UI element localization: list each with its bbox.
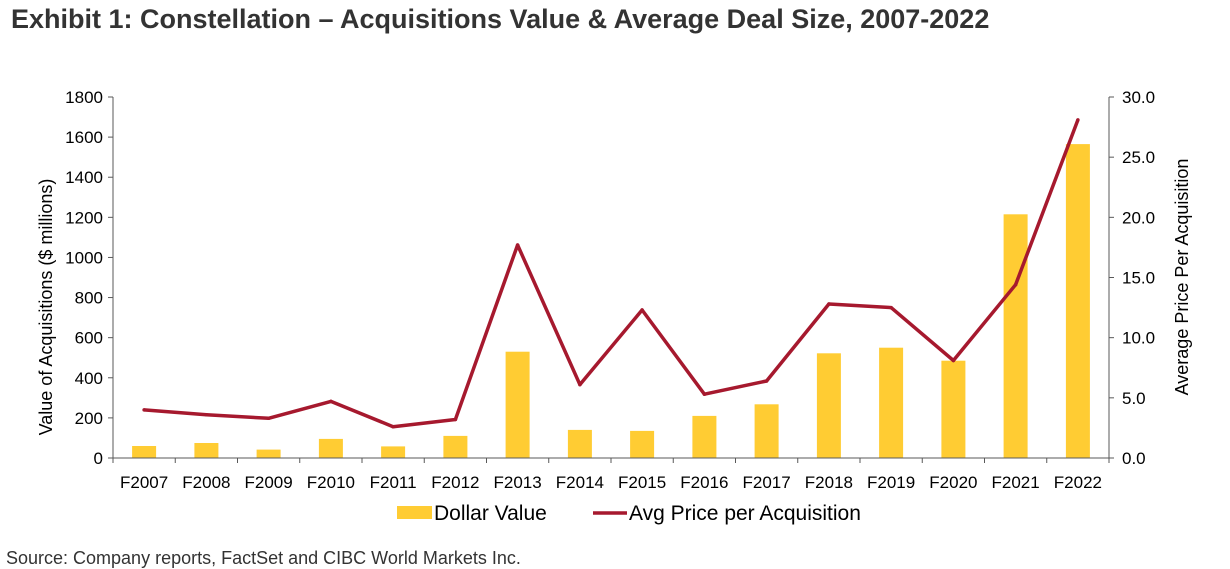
bars-layer [132,144,1090,458]
y-left-tick-label: 400 [75,369,103,388]
line-point-f2019 [889,305,893,310]
bar-f2017 [754,404,779,458]
bar-f2015 [630,430,655,458]
y-left-tick-label: 1200 [65,208,103,227]
y-right-tick-label: 5.0 [1122,389,1146,408]
x-tick-label: F2010 [307,473,355,492]
x-tick-label: F2021 [991,473,1039,492]
chart-title: Exhibit 1: Constellation – Acquisitions … [11,4,990,34]
y-left-tick-label: 1800 [65,88,103,107]
source-note: Source: Company reports, FactSet and CIB… [6,548,521,568]
x-tick-label: F2019 [867,473,915,492]
axes-layer: 0 200 400 600 800 1000 1200 1400 1600 1800 0.0 5.0 1… [65,88,1155,492]
x-tick-label: F2013 [493,473,541,492]
line-point-f2014 [578,382,582,387]
legend-label-line: Avg Price per Acquisition [629,502,861,525]
series-line-avg-price [143,119,1080,429]
x-tick-label: F2015 [618,473,666,492]
y-left-tick-label: 1600 [65,128,103,147]
x-tick-label: F2018 [805,473,853,492]
bar-f2013 [505,351,530,458]
line-point-f2016 [702,392,707,396]
bar-f2010 [318,438,343,458]
line-point-f2010 [329,399,333,404]
line-point-f2020 [951,358,956,363]
bar-f2008 [194,443,219,458]
y-right-tick-label: 30.0 [1122,88,1155,107]
y-axis-left-label: Value of Acquisitions ($ millions) [36,179,56,436]
legend: Dollar Value Avg Price per Acquisition [397,502,861,525]
legend-label-bar: Dollar Value [434,502,547,525]
y-left-tick-label: 1000 [65,248,103,267]
line-point-f2012 [453,417,458,422]
line-point-f2018 [827,302,831,306]
bar-f2021 [1003,214,1028,458]
x-tick-label: F2022 [1054,473,1102,492]
y-axis-right-label: Average Price Per Acquisition [1172,159,1192,396]
bar-f2012 [443,435,468,458]
y-right-tick-label: 15.0 [1122,269,1155,288]
legend-swatch-bar [397,506,432,519]
bar-f2022 [1065,144,1090,458]
line-point-f2021 [1013,282,1018,287]
bar-f2014 [567,429,592,458]
line-point-f2009 [266,416,271,421]
line-point-f2017 [764,379,769,383]
x-tick-label: F2020 [929,473,977,492]
bar-f2019 [879,347,904,458]
bar-f2018 [816,353,841,458]
line-point-f2022 [1076,118,1080,122]
line-layer [142,118,1080,429]
line-point-f2011 [391,424,395,429]
x-tick-label: F2016 [680,473,728,492]
y-left-tick-label: 0 [94,449,103,468]
bar-f2011 [381,446,406,458]
y-left-tick-label: 1400 [65,168,103,187]
line-point-f2008 [204,412,209,417]
x-tick-label: F2008 [182,473,230,492]
y-right-tick-label: 0.0 [1122,449,1146,468]
y-left-tick-label: 600 [75,329,103,348]
bar-f2007 [132,446,157,458]
x-tick-label: F2009 [244,473,292,492]
x-tick-label: F2017 [742,473,790,492]
y-left-tick-label: 200 [75,409,103,428]
combo-chart: 0 200 400 600 800 1000 1200 1400 1600 1800 0.0 5.0 1… [36,88,1192,525]
bar-f2020 [941,360,966,458]
y-right-tick-label: 10.0 [1122,329,1155,348]
x-tick-label: F2007 [120,473,168,492]
y-left-tick-label: 800 [75,289,103,308]
line-point-f2007 [142,408,146,412]
y-right-tick-label: 25.0 [1122,148,1155,167]
line-point-f2013 [515,243,520,247]
y-right-tick-label: 20.0 [1122,208,1155,227]
bar-f2016 [692,415,717,458]
line-point-f2015 [640,308,644,312]
bar-f2009 [256,449,281,458]
x-tick-label: F2012 [431,473,479,492]
x-tick-label: F2014 [556,473,604,492]
x-tick-label: F2011 [370,473,417,492]
